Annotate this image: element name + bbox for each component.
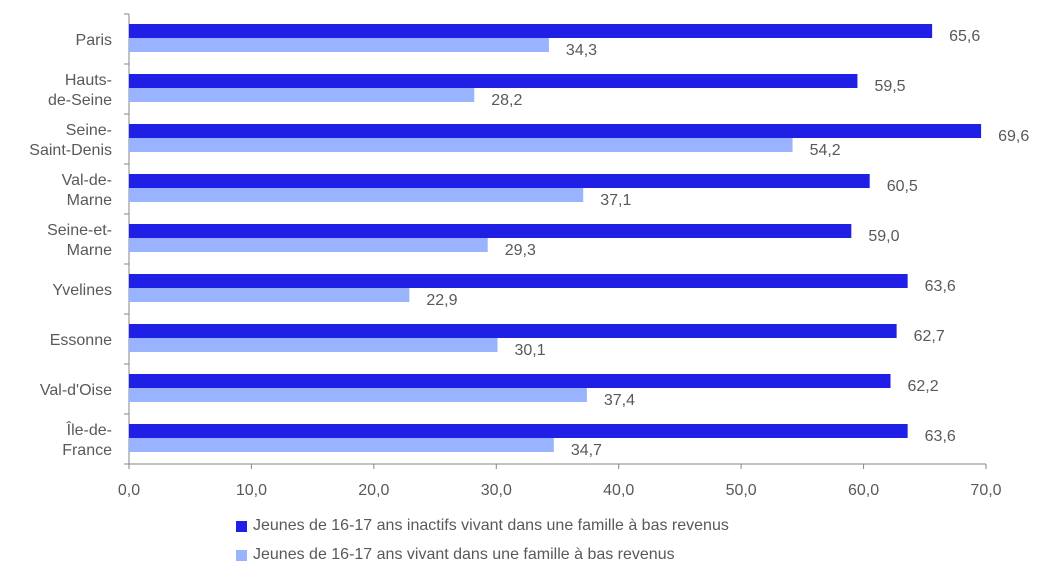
data-label-series-2: 29,3 xyxy=(505,242,536,259)
data-label-series-2: 22,9 xyxy=(426,292,457,309)
legend-swatch-series-1 xyxy=(236,520,247,532)
bar-series-1 xyxy=(129,124,982,138)
y-category-label: Saint-Denis xyxy=(29,142,112,159)
bar-series-2 xyxy=(129,138,793,152)
bar-series-2 xyxy=(129,388,587,402)
legend-label-series-2: Jeunes de 16-17 ans vivant dans une fami… xyxy=(253,546,675,563)
y-category-label: Hauts- xyxy=(65,72,112,89)
bar-series-1 xyxy=(129,224,852,238)
y-category-label: Seine-et- xyxy=(47,222,112,239)
data-label-series-1: 63,6 xyxy=(925,428,956,445)
legend: Jeunes de 16-17 ans inactifs vivant dans… xyxy=(236,516,729,574)
bar-series-2 xyxy=(129,88,475,102)
y-category-label: Île-de- xyxy=(66,420,112,439)
y-category-label: Seine- xyxy=(66,122,112,139)
bar-series-1 xyxy=(129,324,897,338)
bar-series-2 xyxy=(129,38,549,52)
y-category-label: Val-d'Oise xyxy=(40,382,112,399)
bar-series-1 xyxy=(129,74,858,88)
legend-item-series-1: Jeunes de 16-17 ans inactifs vivant dans… xyxy=(236,516,729,536)
y-category-label: Marne xyxy=(67,242,112,259)
data-label-series-2: 54,2 xyxy=(810,142,841,159)
x-tick-label: 50,0 xyxy=(726,482,757,499)
x-tick-label: 70,0 xyxy=(970,482,1001,499)
bar-series-2 xyxy=(129,188,584,202)
legend-item-series-2: Jeunes de 16-17 ans vivant dans une fami… xyxy=(236,545,729,565)
bar-series-2 xyxy=(129,438,554,452)
data-label-series-1: 59,5 xyxy=(874,78,905,95)
bar-series-1 xyxy=(129,424,908,438)
bar-series-1 xyxy=(129,174,870,188)
bar-series-1 xyxy=(129,374,891,388)
bar-series-2 xyxy=(129,238,488,252)
legend-label-series-1: Jeunes de 16-17 ans inactifs vivant dans… xyxy=(253,517,729,534)
y-category-label: Paris xyxy=(76,32,112,49)
data-label-series-2: 37,4 xyxy=(604,392,635,409)
x-tick-label: 10,0 xyxy=(236,482,267,499)
y-category-label: Yvelines xyxy=(52,282,112,299)
data-label-series-2: 30,1 xyxy=(515,342,546,359)
bar-series-1 xyxy=(129,24,933,38)
y-category-label: Essonne xyxy=(50,332,112,349)
x-tick-label: 40,0 xyxy=(603,482,634,499)
y-category-label: France xyxy=(62,442,112,459)
data-label-series-1: 62,7 xyxy=(914,328,945,345)
data-label-series-1: 65,6 xyxy=(949,28,980,45)
data-label-series-1: 63,6 xyxy=(925,278,956,295)
data-label-series-1: 59,0 xyxy=(868,228,899,245)
y-category-label: Marne xyxy=(67,192,112,209)
x-tick-label: 20,0 xyxy=(358,482,389,499)
legend-swatch-series-2 xyxy=(236,549,247,561)
bar-series-1 xyxy=(129,274,908,288)
y-category-label: Val-de- xyxy=(62,172,112,189)
data-label-series-1: 62,2 xyxy=(908,378,939,395)
y-category-label: de-Seine xyxy=(48,92,112,109)
bar-series-2 xyxy=(129,288,410,302)
data-label-series-2: 37,1 xyxy=(600,192,631,209)
data-label-series-2: 34,3 xyxy=(566,42,597,59)
data-label-series-1: 60,5 xyxy=(887,178,918,195)
x-tick-label: 60,0 xyxy=(848,482,879,499)
x-tick-label: 0,0 xyxy=(118,482,140,499)
data-label-series-2: 34,7 xyxy=(571,442,602,459)
data-label-series-1: 69,6 xyxy=(998,128,1029,145)
bar-series-2 xyxy=(129,338,498,352)
data-label-series-2: 28,2 xyxy=(491,92,522,109)
x-tick-label: 30,0 xyxy=(481,482,512,499)
